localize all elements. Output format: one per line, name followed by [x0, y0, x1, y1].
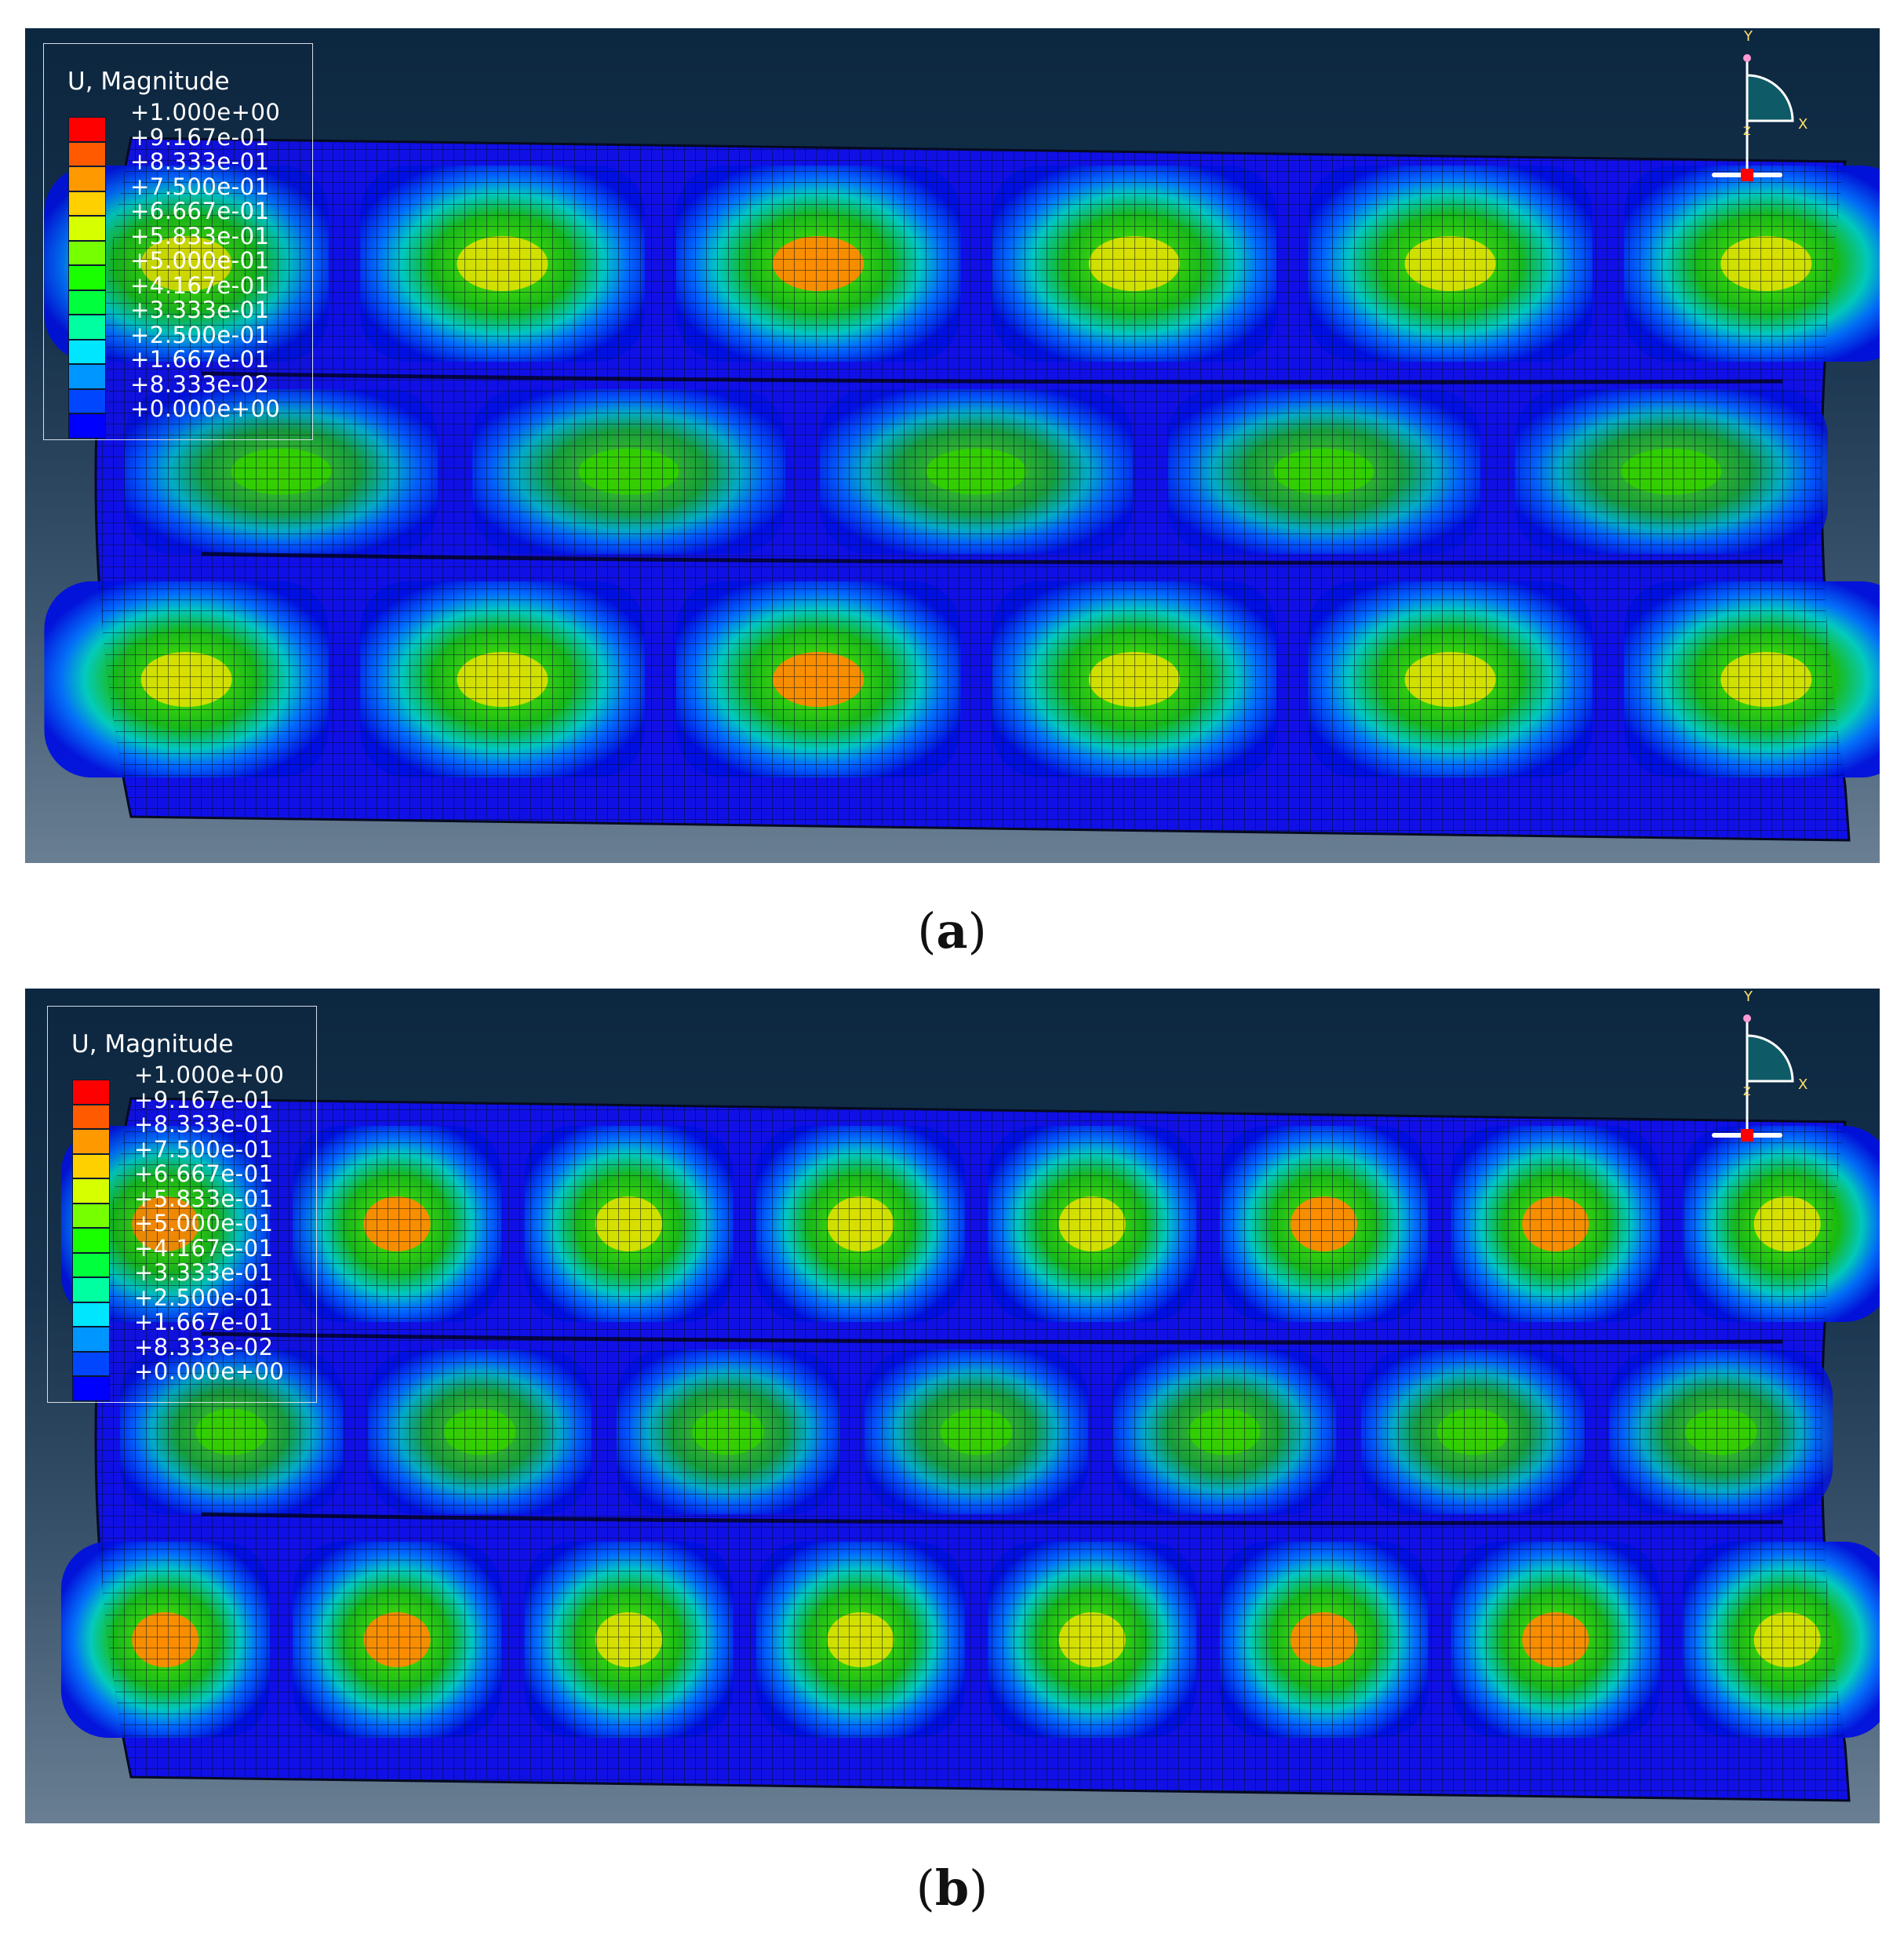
legend-color-swatch — [72, 1252, 110, 1277]
y-axis-label: Y — [1743, 28, 1753, 45]
legend-label: +5.833e-01 — [134, 1185, 274, 1212]
caption-letter: b — [934, 1859, 970, 1917]
legend-title: U, Magnitude — [71, 1030, 234, 1058]
legend-label: +3.333e-01 — [130, 297, 270, 323]
legend-color-swatch — [72, 1080, 110, 1105]
legend-labels: +1.000e+00 +9.167e-01 +8.333e-01 +7.500e… — [134, 1062, 285, 1385]
contour-viewport-a[interactable]: U, Magnitude +1.000e+00 +9.167e-01 +8.33… — [25, 28, 1880, 863]
legend-color-swatch — [72, 1153, 110, 1178]
legend-color-swatch — [68, 265, 106, 290]
legend-color-swatch — [68, 216, 106, 241]
legend-label: +5.000e-01 — [130, 247, 270, 274]
legend-color-swatch — [72, 1129, 110, 1154]
legend-label: +5.000e-01 — [134, 1210, 274, 1236]
stiffener-line — [201, 1331, 1783, 1345]
contour-viewport-b[interactable]: U, Magnitude +1.000e+00 +9.167e-01 +8.33… — [25, 989, 1880, 1823]
z-axis-label: Z — [1743, 126, 1751, 138]
z-axis-label: Z — [1743, 1086, 1751, 1098]
legend-label: +1.667e-01 — [130, 346, 270, 373]
mesh-grid — [96, 138, 1849, 840]
legend-color-swatch — [72, 1228, 110, 1253]
legend-label: +8.333e-01 — [130, 148, 270, 175]
legend-color-swatch — [68, 117, 106, 142]
legend-label: +9.167e-01 — [130, 123, 270, 151]
legend-color-swatch — [68, 364, 106, 389]
legend-color-swatch — [72, 1327, 110, 1352]
legend-label: +8.333e-02 — [130, 370, 270, 398]
caption-b: (b) — [916, 1859, 988, 1917]
legend-label: +2.500e-01 — [134, 1284, 274, 1311]
legend-color-swatch — [68, 388, 106, 413]
contour-legend: U, Magnitude +1.000e+00 +9.167e-01 +8.33… — [43, 43, 313, 440]
caption-a: (a) — [917, 902, 987, 960]
legend-label: +7.500e-01 — [134, 1135, 274, 1163]
contour-legend: U, Magnitude +1.000e+00 +9.167e-01 +8.33… — [47, 1006, 317, 1403]
legend-label: +3.333e-01 — [134, 1259, 274, 1286]
legend-label: +8.333e-01 — [134, 1111, 274, 1138]
legend-color-swatch — [68, 191, 106, 216]
legend-label: +0.000e+00 — [134, 1358, 285, 1385]
legend-color-swatch — [72, 1203, 110, 1228]
legend-color-swatch — [68, 315, 106, 340]
legend-label: +1.667e-01 — [134, 1309, 274, 1335]
legend-color-swatch — [68, 240, 106, 265]
legend-color-swatch — [72, 1302, 110, 1327]
stiffener-line — [201, 1512, 1783, 1525]
legend-color-swatch — [72, 1376, 110, 1401]
legend-label: +5.833e-01 — [130, 222, 270, 249]
axis-triad-icon: Y X Z — [1712, 28, 1808, 181]
stiffener-line — [201, 552, 1783, 565]
legend-color-swatch — [72, 1351, 110, 1376]
legend-color-swatch — [68, 166, 106, 191]
legend-color-bar — [68, 117, 106, 439]
legend-label: +8.333e-02 — [134, 1333, 274, 1360]
x-axis-label: X — [1798, 1076, 1808, 1093]
legend-color-swatch — [68, 339, 106, 364]
axis-triad-icon: Y X Z — [1712, 989, 1808, 1142]
y-axis-label: Y — [1743, 989, 1753, 1005]
legend-color-swatch — [72, 1178, 110, 1204]
stiffener-line — [201, 371, 1783, 384]
legend-title: U, Magnitude — [67, 67, 230, 96]
legend-labels: +1.000e+00 +9.167e-01 +8.333e-01 +7.500e… — [130, 100, 280, 422]
caption-letter: a — [936, 902, 968, 960]
legend-color-swatch — [68, 413, 106, 439]
legend-color-swatch — [72, 1104, 110, 1129]
legend-color-bar — [72, 1080, 110, 1401]
legend-label: +6.667e-01 — [130, 198, 270, 224]
legend-label: +7.500e-01 — [130, 173, 270, 200]
deformed-plate-model-a — [44, 137, 1880, 842]
legend-label: +1.000e+00 — [130, 99, 281, 126]
legend-label: +4.167e-01 — [130, 271, 270, 299]
mesh-grid — [96, 1098, 1849, 1801]
legend-label: +0.000e+00 — [130, 395, 281, 422]
legend-label: +1.000e+00 — [134, 1062, 285, 1088]
deformed-plate-model-b — [60, 1097, 1880, 1802]
legend-color-swatch — [72, 1277, 110, 1302]
legend-color-swatch — [68, 290, 106, 315]
legend-label: +6.667e-01 — [134, 1160, 274, 1187]
legend-label: +4.167e-01 — [134, 1234, 274, 1262]
legend-label: +2.500e-01 — [130, 321, 270, 348]
x-axis-label: X — [1798, 116, 1808, 133]
legend-color-swatch — [68, 141, 106, 166]
legend-label: +9.167e-01 — [134, 1086, 274, 1113]
